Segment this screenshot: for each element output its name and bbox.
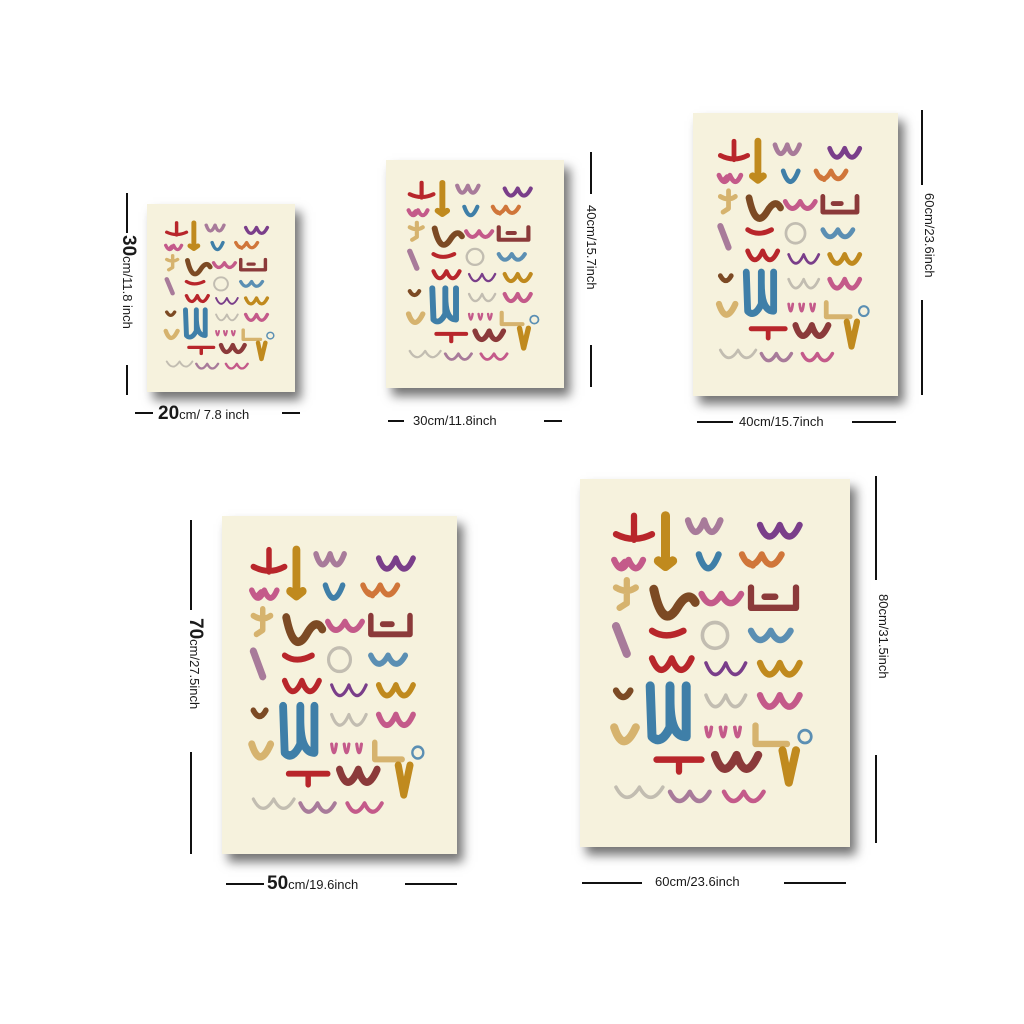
height-unit: cm/27.5inch (187, 639, 202, 710)
width-line-right (405, 883, 457, 885)
height-line-bottom (126, 365, 128, 395)
height-unit: 40cm/15.7inch (584, 205, 599, 290)
width-label-40x60: 40cm/15.7inch (739, 415, 824, 428)
width-line-left (388, 420, 404, 422)
width-line-left (226, 883, 264, 885)
width-number: 20 (158, 403, 180, 424)
height-unit: 60cm/23.6inch (922, 193, 937, 278)
width-line-left (697, 421, 733, 423)
poster-20x30 (147, 204, 295, 392)
width-line-right (784, 882, 846, 884)
width-label-60x80: 60cm/23.6inch (655, 875, 740, 888)
height-number: 30 (118, 235, 139, 257)
poster-60x80 (580, 479, 850, 847)
height-label-30x40: 40cm/15.7inch (584, 205, 599, 290)
height-unit: 80cm/31.5inch (876, 594, 891, 679)
width-unit: cm/19.6inch (288, 877, 359, 892)
width-unit: 60cm/23.6inch (655, 874, 740, 889)
height-unit: cm/11.8 inch (120, 256, 135, 329)
poster-artwork (386, 160, 564, 388)
poster-artwork (222, 516, 457, 854)
width-label-50x70: 50cm/19.6inch (267, 874, 358, 893)
width-label-20x30: 20cm/ 7.8 inch (158, 404, 249, 423)
width-line-right (852, 421, 896, 423)
height-label-40x60: 60cm/23.6inch (922, 193, 937, 278)
height-label-50x70: 70cm/27.5inch (185, 618, 206, 710)
width-label-30x40: 30cm/11.8inch (413, 414, 497, 427)
poster-artwork (147, 204, 295, 392)
height-line-top (921, 110, 923, 185)
height-line-top (590, 152, 592, 194)
width-unit: 30cm/11.8inch (413, 413, 497, 428)
height-label-20x30: 30cm/11.8 inch (118, 235, 139, 329)
height-line-top (126, 193, 128, 233)
height-line-top (875, 476, 877, 580)
height-number: 70 (185, 618, 206, 640)
poster-50x70 (222, 516, 457, 854)
poster-artwork (580, 479, 850, 847)
poster-30x40 (386, 160, 564, 388)
width-line-right (282, 412, 300, 414)
poster-40x60 (693, 113, 898, 396)
height-line-top (190, 520, 192, 610)
height-line-bottom (190, 752, 192, 854)
height-line-bottom (875, 755, 877, 843)
poster-artwork (693, 113, 898, 396)
height-label-60x80: 80cm/31.5inch (876, 594, 891, 679)
width-line-left (582, 882, 642, 884)
width-line-right (544, 420, 562, 422)
width-number: 50 (267, 873, 289, 894)
height-line-bottom (921, 300, 923, 395)
width-unit: 40cm/15.7inch (739, 414, 824, 429)
width-line-left (135, 412, 153, 414)
height-line-bottom (590, 345, 592, 387)
width-unit: cm/ 7.8 inch (179, 407, 250, 422)
